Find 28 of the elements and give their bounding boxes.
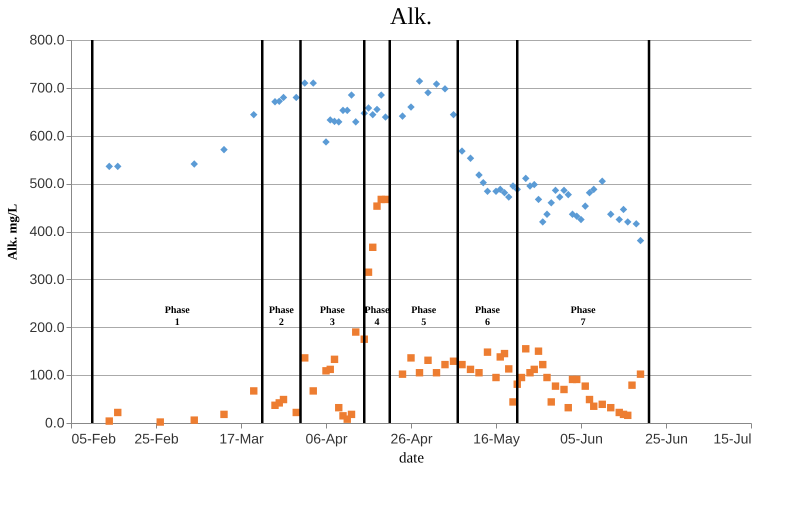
y-tick-label: 600.0 xyxy=(29,127,65,144)
annotation: Phase 7 xyxy=(570,305,596,328)
y-tick-label: 400.0 xyxy=(29,223,65,239)
x-tick-label: 17-Mar xyxy=(219,430,264,446)
x-axis-title: date xyxy=(399,450,424,466)
x-tick-label: 25-Jun xyxy=(645,430,688,446)
y-tick-label: 800.0 xyxy=(29,32,65,48)
annotation: Phase 5 xyxy=(411,305,437,328)
x-tick-label: 26-Apr xyxy=(390,430,433,446)
y-tick-label: 300.0 xyxy=(29,270,65,287)
y-tick-label: 700.0 xyxy=(29,79,65,96)
x-tick-label: 15-Jul xyxy=(713,430,752,446)
x-tick-label: 25-Feb xyxy=(134,430,179,446)
annotation: Phase 1 xyxy=(164,305,190,328)
chart-title: Alk. xyxy=(390,4,432,30)
x-tick-label: 05-Jun xyxy=(560,430,603,446)
y-tick-label: 0.0 xyxy=(45,414,65,430)
y-axis-title: Alk. mg/L xyxy=(4,204,20,260)
x-tick-label: 16-May xyxy=(473,430,520,446)
annotation: Phase 2 xyxy=(268,305,294,328)
annotation: Phase 3 xyxy=(320,305,346,328)
x-tick-label: 05-Feb xyxy=(72,430,116,446)
annotation: Phase 6 xyxy=(475,305,501,328)
y-tick-label: 200.0 xyxy=(29,318,65,335)
x-tick-label: 06-Apr xyxy=(305,430,348,446)
annotation: Phase 4 xyxy=(364,305,390,328)
y-tick-label: 100.0 xyxy=(29,366,65,383)
y-tick-label: 500.0 xyxy=(29,175,65,192)
